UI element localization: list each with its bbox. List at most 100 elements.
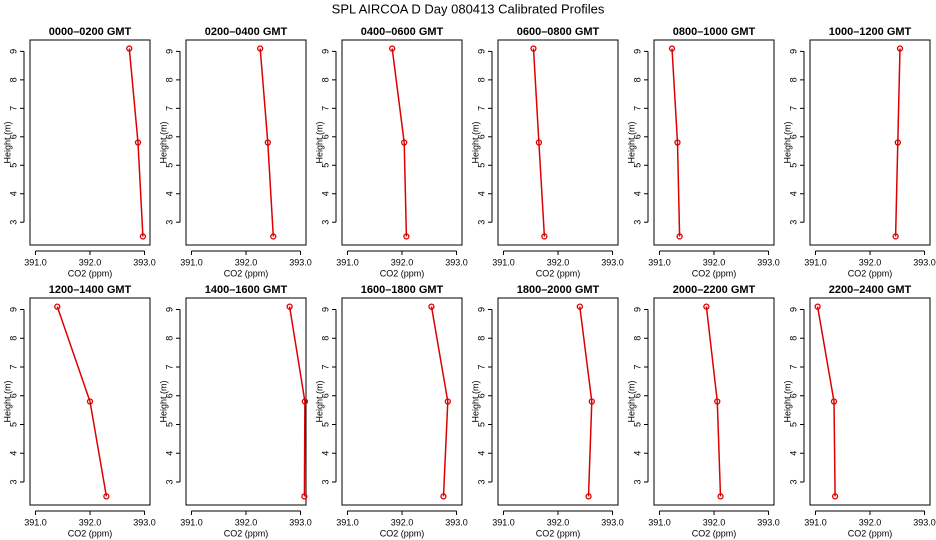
point: [428, 303, 435, 310]
y-tick-label: 6: [788, 393, 798, 398]
y-tick-label: 9: [320, 307, 330, 312]
y-axis-label: Height (m): [158, 121, 168, 163]
plot-frame: [809, 39, 931, 246]
x-tick-label: 391.0: [804, 517, 827, 527]
y-tick-label: 9: [788, 49, 798, 54]
y-tick-label: 5: [320, 422, 330, 427]
x-axis-label: CO2 (ppm): [68, 528, 113, 538]
x-tick-label: 393.0: [601, 517, 624, 527]
y-axis-label: Height (m): [314, 380, 324, 422]
y-tick-label: 4: [476, 451, 486, 456]
y-tick-label: 9: [8, 307, 18, 312]
y-tick-label: 5: [8, 163, 18, 168]
y-tick-label: 4: [632, 451, 642, 456]
y-tick-label: 8: [476, 336, 486, 341]
point: [301, 493, 308, 500]
plot-frame: [809, 297, 931, 506]
point: [535, 139, 543, 146]
y-axis-label: Height (m): [470, 380, 480, 422]
y-tick-label: 5: [632, 163, 642, 168]
y-tick-label: 4: [320, 451, 330, 456]
plot-frame: [185, 39, 307, 246]
x-tick-label: 391.0: [336, 517, 359, 527]
plot-frame: [653, 297, 775, 506]
y-tick-label: 5: [476, 163, 486, 168]
x-tick-label: 392.0: [235, 517, 258, 527]
x-tick-label: 393.0: [913, 517, 936, 527]
point: [270, 233, 277, 240]
point: [717, 493, 724, 500]
y-tick-label: 4: [8, 451, 18, 456]
profile-line: [705, 306, 722, 497]
y-tick-label: 9: [476, 49, 486, 54]
point: [814, 303, 821, 310]
profile-line: [532, 48, 546, 237]
y-tick-label: 9: [320, 49, 330, 54]
y-tick-label: 7: [320, 106, 330, 111]
y-tick-label: 9: [632, 307, 642, 312]
point: [401, 139, 408, 146]
y-tick-label: 8: [632, 77, 642, 82]
x-tick-label: 392.0: [235, 257, 258, 267]
profile-line: [671, 48, 681, 237]
plot-frame: [497, 39, 619, 246]
y-tick-label: 3: [8, 479, 18, 484]
point: [703, 303, 710, 310]
x-tick-label: 393.0: [289, 257, 312, 267]
panel-title: 0800–1000 GMT: [673, 26, 756, 38]
y-axis-label: Height (m): [782, 121, 792, 163]
y-tick-label: 3: [320, 220, 330, 225]
point: [134, 139, 142, 146]
x-tick-label: 392.0: [547, 517, 570, 527]
profile-line: [259, 48, 275, 237]
x-tick-label: 392.0: [859, 257, 882, 267]
point: [103, 493, 110, 500]
y-tick-label: 6: [320, 134, 330, 139]
y-tick-label: 5: [164, 422, 174, 427]
x-axis-label: CO2 (ppm): [380, 528, 425, 538]
panel-title: 0000–0200 GMT: [49, 26, 132, 38]
panel-title: 1600–1800 GMT: [361, 284, 444, 296]
y-tick-label: 7: [164, 106, 174, 111]
point: [440, 493, 447, 500]
x-tick-label: 392.0: [391, 517, 414, 527]
y-tick-label: 5: [788, 422, 798, 427]
y-tick-label: 8: [320, 77, 330, 82]
point: [301, 398, 309, 405]
point: [674, 139, 681, 146]
x-tick-label: 392.0: [703, 517, 726, 527]
x-axis-label: CO2 (ppm): [848, 268, 893, 278]
x-axis-label: CO2 (ppm): [380, 268, 425, 278]
point: [126, 45, 133, 52]
y-tick-label: 5: [788, 163, 798, 168]
x-tick-label: 391.0: [24, 257, 47, 267]
point: [831, 493, 839, 500]
y-tick-label: 3: [632, 479, 642, 484]
profile-line: [894, 48, 901, 237]
point: [54, 303, 61, 310]
x-tick-label: 393.0: [445, 517, 468, 527]
point: [714, 398, 721, 405]
x-tick-label: 393.0: [913, 257, 936, 267]
y-tick-label: 8: [788, 336, 798, 341]
y-tick-label: 3: [788, 479, 798, 484]
y-tick-label: 6: [788, 134, 798, 139]
y-tick-label: 5: [320, 163, 330, 168]
y-tick-label: 9: [164, 49, 174, 54]
y-axis-label: Height (m): [2, 380, 12, 422]
point: [668, 45, 676, 52]
y-tick-label: 7: [8, 106, 18, 111]
point: [576, 303, 583, 310]
y-tick-label: 7: [788, 364, 798, 369]
y-tick-label: 7: [8, 364, 18, 369]
y-tick-label: 3: [164, 220, 174, 225]
point: [403, 233, 410, 240]
y-tick-label: 8: [788, 77, 798, 82]
x-tick-label: 392.0: [859, 517, 882, 527]
y-tick-label: 3: [632, 220, 642, 225]
y-tick-label: 3: [788, 220, 798, 225]
y-tick-label: 8: [632, 336, 642, 341]
y-axis-label: Height (m): [314, 121, 324, 163]
x-tick-label: 391.0: [492, 257, 515, 267]
panel-title: 0200–0400 GMT: [205, 26, 288, 38]
